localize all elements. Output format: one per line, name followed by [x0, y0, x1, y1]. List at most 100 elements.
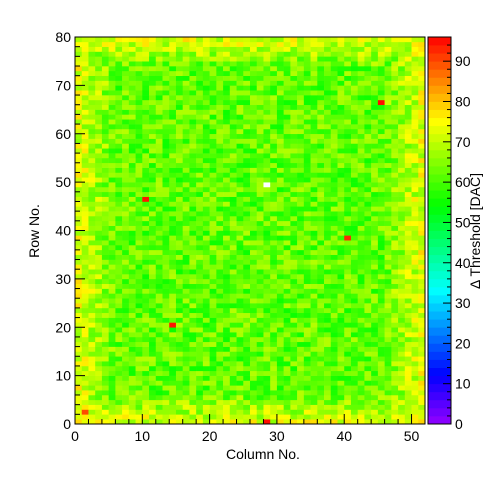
- heatmap-cell: [182, 70, 190, 76]
- heatmap-cell: [202, 399, 210, 405]
- heatmap-cell: [209, 201, 217, 207]
- heatmap-cell: [377, 109, 385, 115]
- heatmap-cell: [310, 385, 318, 391]
- heatmap-cell: [290, 109, 298, 115]
- heatmap-cell: [303, 191, 311, 197]
- heatmap-cell: [283, 119, 291, 125]
- heatmap-cell: [398, 259, 406, 265]
- heatmap-cell: [88, 182, 96, 188]
- heatmap-cell: [189, 346, 197, 352]
- heatmap-cell: [283, 380, 291, 386]
- heatmap-cell: [317, 46, 325, 52]
- heatmap-cell: [115, 206, 123, 212]
- heatmap-cell: [303, 414, 311, 420]
- heatmap-cell: [256, 66, 264, 72]
- heatmap-cell: [270, 177, 278, 183]
- heatmap-cell: [418, 124, 426, 130]
- heatmap-cell: [223, 177, 231, 183]
- heatmap-cell: [276, 211, 284, 217]
- heatmap-cell: [142, 172, 150, 178]
- heatmap-cell: [162, 182, 170, 188]
- heatmap-cell: [243, 235, 251, 241]
- heatmap-cell: [196, 201, 204, 207]
- heatmap-cell: [236, 274, 244, 280]
- heatmap-cell: [189, 312, 197, 318]
- heatmap-cell: [371, 37, 379, 43]
- heatmap-cell: [377, 80, 385, 86]
- heatmap-cell: [310, 220, 318, 226]
- heatmap-cell: [81, 162, 89, 168]
- heatmap-cell: [88, 90, 96, 96]
- heatmap-cell: [101, 303, 109, 309]
- heatmap-cell: [95, 293, 103, 299]
- heatmap-cell: [384, 51, 392, 57]
- heatmap-cell: [276, 46, 284, 52]
- heatmap-cell: [155, 307, 163, 314]
- heatmap-cell: [223, 322, 231, 328]
- heatmap-cell: [162, 235, 170, 241]
- heatmap-cell: [283, 404, 291, 410]
- heatmap-cell: [317, 293, 325, 299]
- heatmap-cell: [283, 61, 291, 67]
- heatmap-cell: [330, 240, 338, 246]
- heatmap-cell: [317, 298, 325, 304]
- colorbar-band: [428, 399, 451, 409]
- heatmap-cell: [243, 128, 251, 135]
- heatmap-cell: [317, 259, 325, 265]
- heatmap-cell: [404, 375, 412, 381]
- heatmap-cell: [169, 327, 177, 333]
- heatmap-cell: [344, 196, 352, 202]
- heatmap-cell: [223, 114, 231, 120]
- heatmap-cell: [122, 172, 130, 178]
- heatmap-cell: [216, 235, 224, 241]
- heatmap-cell: [95, 254, 103, 260]
- heatmap-cell: [377, 390, 385, 396]
- heatmap-cell: [95, 61, 103, 67]
- heatmap-cell: [377, 153, 385, 159]
- heatmap-cell: [404, 162, 412, 168]
- heatmap-cell: [250, 206, 258, 212]
- heatmap-cell: [142, 75, 150, 81]
- heatmap-cell: [216, 259, 224, 265]
- heatmap-cell: [95, 312, 103, 318]
- heatmap-cell: [101, 51, 109, 57]
- heatmap-cell: [371, 206, 379, 212]
- heatmap-cell: [303, 341, 311, 347]
- heatmap-cell: [337, 317, 345, 323]
- heatmap-cell: [162, 361, 170, 367]
- heatmap-cell: [95, 332, 103, 338]
- heatmap-cell: [236, 312, 244, 318]
- heatmap-cell: [303, 196, 311, 202]
- colorbar-band: [428, 367, 451, 377]
- heatmap-cell: [196, 225, 204, 231]
- heatmap-cell: [290, 240, 298, 246]
- heatmap-cell: [364, 201, 372, 207]
- heatmap-cell: [384, 66, 392, 72]
- heatmap-cell: [270, 274, 278, 280]
- heatmap-cell: [290, 148, 298, 154]
- heatmap-cell: [371, 196, 379, 202]
- heatmap-cell: [128, 235, 136, 241]
- heatmap-cell: [256, 288, 264, 294]
- heatmap-cell: [364, 196, 372, 202]
- heatmap-cell: [297, 365, 305, 372]
- heatmap-cell: [310, 225, 318, 231]
- y-tick-label: 70: [55, 77, 71, 93]
- heatmap-cell: [377, 404, 385, 410]
- heatmap-cell: [243, 288, 251, 294]
- heatmap-cell: [81, 46, 89, 52]
- heatmap-cell: [229, 70, 237, 76]
- heatmap-cell: [418, 375, 426, 381]
- heatmap-cell: [297, 41, 305, 47]
- heatmap-cell: [88, 61, 96, 67]
- heatmap-cell: [303, 404, 311, 410]
- heatmap-cell: [101, 157, 109, 164]
- heatmap-cell: [162, 167, 170, 173]
- heatmap-cell: [263, 75, 271, 81]
- heatmap-cell: [297, 303, 305, 309]
- heatmap-cell: [88, 186, 96, 193]
- heatmap-cell: [122, 95, 130, 101]
- heatmap-cell: [142, 196, 150, 202]
- heatmap-cell: [283, 390, 291, 396]
- heatmap-cell: [337, 138, 345, 144]
